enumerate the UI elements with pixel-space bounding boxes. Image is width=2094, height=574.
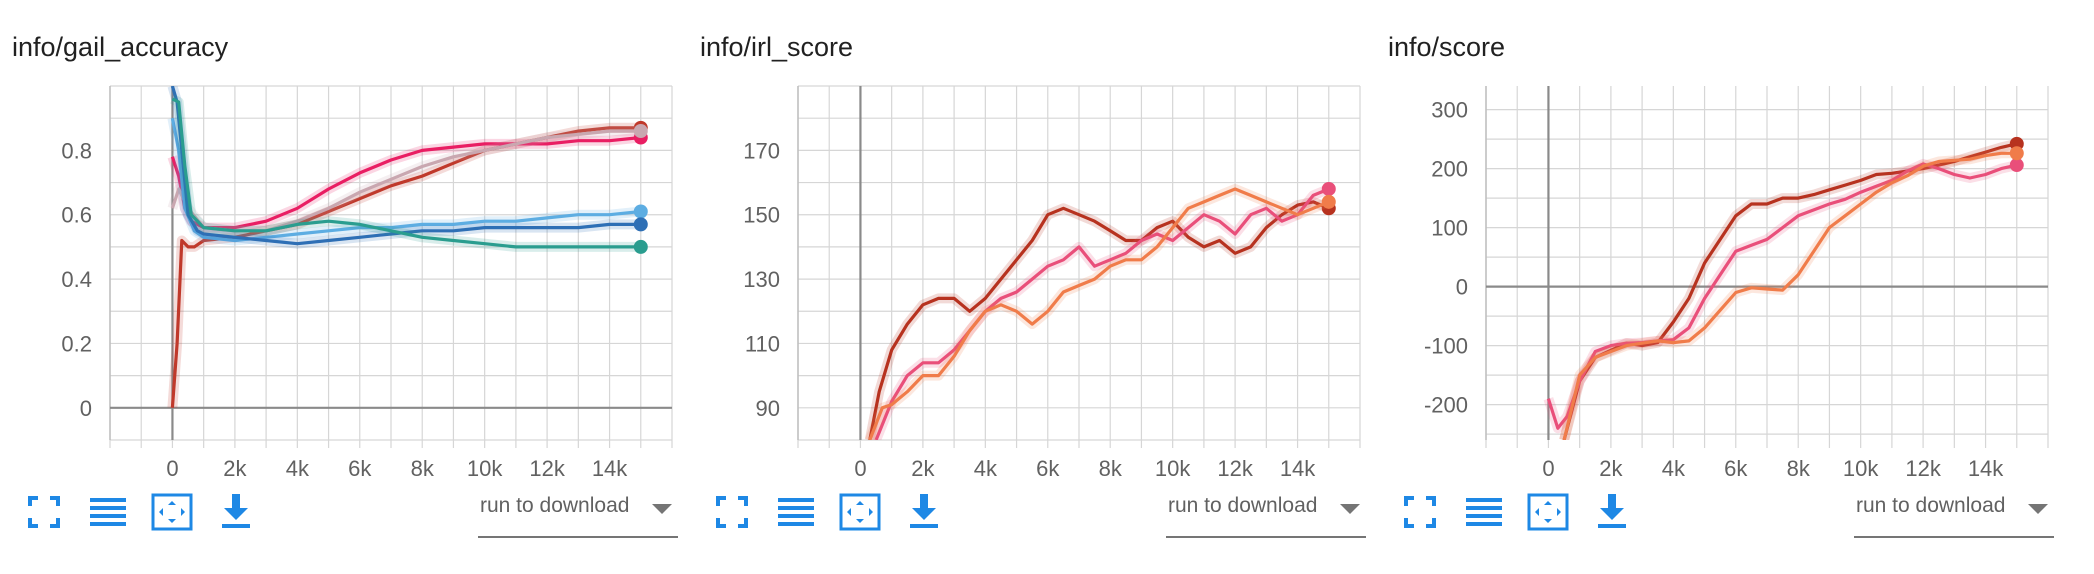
series-line bbox=[1562, 142, 2018, 440]
x-tick-label: 6k bbox=[348, 456, 372, 480]
y-tick-label: 100 bbox=[1431, 216, 1468, 241]
x-tick-label: 0 bbox=[1542, 456, 1554, 480]
x-tick-label: 12k bbox=[1217, 456, 1253, 480]
x-tick-label: 10k bbox=[1843, 456, 1879, 480]
chart-plot: -200 -100 0 100 200 300 0 2k 4k 6k 8k 10k 12k 14k bbox=[1424, 86, 2049, 480]
y-tick-label: 150 bbox=[743, 203, 780, 228]
series-shadow bbox=[1559, 138, 2018, 440]
run-to-download-select[interactable]: run to download bbox=[1854, 486, 2054, 538]
x-tick-label: 4k bbox=[1662, 456, 1686, 480]
y-tick-label: 0.8 bbox=[61, 138, 92, 163]
series-line bbox=[868, 200, 1330, 440]
series-end-point bbox=[1321, 181, 1336, 196]
download-icon[interactable] bbox=[1590, 490, 1634, 534]
y-tick-label: 0.2 bbox=[61, 331, 92, 356]
y-tick-label: 200 bbox=[1431, 157, 1468, 182]
fullscreen-icon[interactable] bbox=[710, 490, 754, 534]
run-to-download-label: run to download bbox=[1168, 494, 1318, 517]
x-tick-label: 14k bbox=[592, 456, 628, 480]
x-tick-label: 12k bbox=[529, 456, 565, 480]
x-tick-label: 2k bbox=[223, 456, 247, 480]
series-end-point bbox=[1321, 194, 1336, 209]
y-tick-label: 130 bbox=[743, 267, 780, 292]
y-tick-label: 0.4 bbox=[61, 267, 92, 292]
series-line bbox=[868, 187, 1330, 440]
y-tick-label: 0.6 bbox=[61, 203, 92, 228]
y-tick-label: 90 bbox=[756, 396, 780, 421]
toggle-lines-icon[interactable] bbox=[774, 490, 818, 534]
download-icon[interactable] bbox=[214, 490, 258, 534]
series-end-point bbox=[633, 124, 648, 139]
chart-toolbar: run to download bbox=[0, 490, 688, 550]
x-tick-label: 14k bbox=[1280, 456, 1316, 480]
download-icon[interactable] bbox=[902, 490, 946, 534]
fit-domain-icon[interactable] bbox=[1526, 490, 1570, 534]
fullscreen-icon[interactable] bbox=[22, 490, 66, 534]
x-tick-label: 10k bbox=[1155, 456, 1191, 480]
chart-title: info/gail_accuracy bbox=[12, 32, 229, 62]
x-tick-label: 2k bbox=[911, 456, 935, 480]
y-tick-label: 110 bbox=[745, 331, 780, 356]
x-tick-label: 8k bbox=[411, 456, 435, 480]
fit-domain-icon[interactable] bbox=[838, 490, 882, 534]
chart-toolbar: run to download bbox=[688, 490, 1376, 550]
y-tick-label: -100 bbox=[1424, 334, 1468, 359]
series-line bbox=[874, 187, 1330, 440]
fit-domain-icon[interactable] bbox=[150, 490, 194, 534]
x-tick-label: 10k bbox=[467, 456, 503, 480]
chart-title: info/score bbox=[1388, 32, 1506, 62]
chart-card-score: info/score -200 -100 0 100 200 300 0 2k 4k 6k 8k 10… bbox=[1376, 0, 2064, 574]
y-tick-label: 170 bbox=[743, 138, 780, 163]
run-to-download-label: run to download bbox=[1856, 494, 2006, 517]
x-tick-label: 12k bbox=[1905, 456, 1941, 480]
chart-card-irl-score: info/irl_score 90 110 130 150 170 0 2k 4k 6k 8k 10… bbox=[688, 0, 1376, 574]
chart-card-gail-accuracy: info/gail_accuracy 0 0.2 0.4 0.6 0.8 0 2k 4k 6k 8… bbox=[0, 0, 688, 574]
run-to-download-select[interactable]: run to download bbox=[478, 486, 678, 538]
series-end-point bbox=[633, 217, 648, 232]
x-tick-label: 8k bbox=[1787, 456, 1811, 480]
chart-title: info/irl_score bbox=[700, 32, 854, 62]
series-line bbox=[170, 117, 641, 243]
series-end-point bbox=[633, 204, 648, 219]
chevron-down-icon bbox=[652, 504, 672, 514]
run-to-download-label: run to download bbox=[480, 494, 630, 517]
chart-toolbar: run to download bbox=[1376, 490, 2064, 550]
series-line bbox=[171, 97, 641, 249]
x-tick-label: 2k bbox=[1599, 456, 1623, 480]
run-to-download-select[interactable]: run to download bbox=[1166, 486, 1366, 538]
series-end-point bbox=[2009, 158, 2024, 173]
x-tick-label: 6k bbox=[1036, 456, 1060, 480]
series-line bbox=[170, 86, 641, 246]
chevron-down-icon bbox=[1340, 504, 1360, 514]
y-tick-label: 300 bbox=[1431, 98, 1468, 123]
series-line bbox=[1562, 151, 2017, 440]
series-line bbox=[1546, 162, 2018, 430]
x-tick-label: 0 bbox=[854, 456, 866, 480]
chart-plot: 90 110 130 150 170 0 2k 4k 6k 8k 10k 12k 14k bbox=[743, 85, 1361, 480]
y-tick-label: 0 bbox=[1456, 275, 1468, 300]
series-shadow bbox=[1543, 158, 2018, 434]
series-end-point bbox=[633, 239, 648, 254]
chevron-down-icon bbox=[2028, 504, 2048, 514]
toggle-lines-icon[interactable] bbox=[86, 490, 130, 534]
x-tick-label: 0 bbox=[166, 456, 178, 480]
x-tick-label: 14k bbox=[1968, 456, 2004, 480]
chart-plot: 0 0.2 0.4 0.6 0.8 0 2k 4k 6k 8k 10k 12k 14k bbox=[61, 85, 673, 480]
fullscreen-icon[interactable] bbox=[1398, 490, 1442, 534]
y-tick-label: -200 bbox=[1424, 393, 1468, 418]
x-tick-label: 4k bbox=[974, 456, 998, 480]
y-tick-label: 0 bbox=[80, 396, 92, 421]
toggle-lines-icon[interactable] bbox=[1462, 490, 1506, 534]
series-end-point bbox=[2009, 146, 2024, 161]
x-tick-label: 4k bbox=[286, 456, 310, 480]
x-tick-label: 6k bbox=[1724, 456, 1748, 480]
x-tick-label: 8k bbox=[1099, 456, 1123, 480]
